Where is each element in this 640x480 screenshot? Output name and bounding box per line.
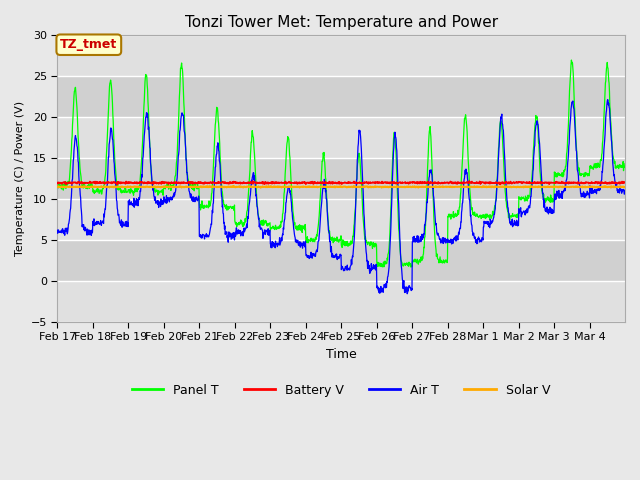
Solar V	[621, 184, 629, 190]
Air T	[476, 236, 483, 241]
Solar V	[142, 184, 150, 190]
Line: Solar V: Solar V	[58, 186, 625, 188]
Panel T	[316, 207, 323, 213]
Line: Panel T: Panel T	[58, 60, 625, 267]
Panel T	[559, 172, 566, 178]
Panel T	[54, 184, 61, 190]
Bar	[58, 281, 625, 322]
Panel T	[142, 73, 150, 79]
Battery V	[465, 178, 473, 184]
Air T	[403, 291, 411, 297]
Panel T	[568, 57, 575, 63]
Bar	[58, 117, 625, 158]
Line: Battery V: Battery V	[58, 181, 625, 184]
Text: TZ_tmet: TZ_tmet	[60, 38, 117, 51]
Panel T	[621, 161, 629, 167]
Bar	[58, 158, 625, 199]
Battery V	[496, 181, 504, 187]
Solar V	[257, 185, 264, 191]
Solar V	[476, 184, 483, 190]
Panel T	[614, 165, 622, 170]
X-axis label: Time: Time	[326, 348, 356, 361]
Solar V	[559, 184, 566, 190]
Battery V	[621, 180, 629, 185]
Panel T	[476, 214, 483, 219]
Battery V	[54, 180, 61, 186]
Y-axis label: Temperature (C) / Power (V): Temperature (C) / Power (V)	[15, 101, 25, 256]
Bar	[58, 76, 625, 117]
Solar V	[316, 184, 324, 190]
Title: Tonzi Tower Met: Temperature and Power: Tonzi Tower Met: Temperature and Power	[184, 15, 498, 30]
Battery V	[316, 180, 323, 186]
Air T	[604, 97, 611, 103]
Air T	[614, 188, 622, 193]
Air T	[54, 228, 61, 233]
Battery V	[142, 180, 150, 185]
Bar	[58, 199, 625, 240]
Solar V	[393, 183, 401, 189]
Legend: Panel T, Battery V, Air T, Solar V: Panel T, Battery V, Air T, Solar V	[127, 379, 555, 402]
Bar	[58, 240, 625, 281]
Air T	[326, 239, 334, 244]
Line: Air T: Air T	[58, 100, 625, 294]
Solar V	[54, 184, 61, 190]
Battery V	[476, 180, 483, 186]
Air T	[621, 187, 629, 193]
Panel T	[326, 234, 334, 240]
Battery V	[559, 180, 566, 186]
Bar	[58, 36, 625, 76]
Battery V	[326, 180, 334, 186]
Air T	[142, 114, 150, 120]
Solar V	[327, 184, 335, 190]
Battery V	[614, 180, 622, 186]
Air T	[316, 229, 323, 235]
Solar V	[614, 184, 622, 190]
Air T	[559, 192, 566, 197]
Panel T	[407, 264, 415, 270]
